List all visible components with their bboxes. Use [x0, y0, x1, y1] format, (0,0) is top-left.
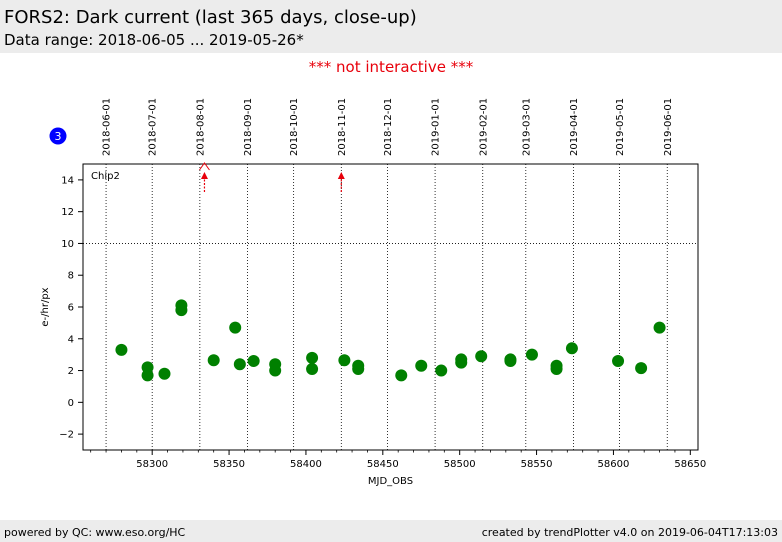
header-bar: FORS2: Dark current (last 365 days, clos… — [0, 0, 782, 53]
x-tick-label: 58350 — [213, 459, 245, 470]
date-marker-label: 2019-04-01 — [569, 98, 580, 156]
out-of-range-arrow — [199, 162, 210, 192]
date-marker-label: 2018-09-01 — [243, 98, 254, 156]
y-tick-label: 12 — [61, 207, 74, 218]
out-of-range-arrow — [337, 172, 345, 192]
data-point — [141, 369, 154, 382]
data-point — [635, 362, 648, 375]
footer-bar: powered by QC: www.eso.org/HC created by… — [0, 520, 782, 542]
data-point — [158, 367, 171, 380]
y-tick-label: 10 — [61, 239, 74, 250]
x-tick-label: 58500 — [444, 459, 476, 470]
data-point — [525, 348, 538, 361]
data-point — [455, 356, 468, 369]
data-point — [435, 364, 448, 377]
x-tick-label: 58400 — [290, 459, 322, 470]
data-point — [653, 321, 666, 334]
data-point — [475, 350, 488, 363]
data-range-subtitle: Data range: 2018-06-05 ... 2019-05-26* — [4, 31, 304, 49]
date-marker-label: 2019-03-01 — [521, 98, 532, 156]
not-interactive-notice: *** not interactive *** — [308, 58, 474, 76]
date-marker-label: 2019-02-01 — [478, 98, 489, 156]
y-tick-label: 8 — [68, 271, 74, 282]
data-point — [269, 364, 282, 377]
data-point — [504, 355, 517, 368]
x-tick-label: 58650 — [674, 459, 706, 470]
data-point — [306, 362, 319, 375]
arrow-caret — [199, 162, 210, 171]
date-marker-label: 2019-01-01 — [431, 98, 442, 156]
y-tick-label: 0 — [68, 398, 74, 409]
data-point — [565, 342, 578, 355]
x-tick-label: 58300 — [136, 459, 168, 470]
y-tick-label: 6 — [68, 303, 74, 314]
footer-powered-by: powered by QC: www.eso.org/HC — [4, 526, 186, 539]
y-tick-label: 14 — [61, 175, 74, 186]
data-point — [175, 304, 188, 317]
data-point — [612, 355, 625, 368]
y-tick-label: −2 — [59, 430, 74, 441]
date-marker-label: 2018-08-01 — [195, 98, 206, 156]
date-marker-label: 2018-10-01 — [289, 98, 300, 156]
x-tick-label: 58450 — [367, 459, 399, 470]
data-point — [352, 362, 365, 375]
date-marker-label: 2018-06-01 — [102, 98, 113, 156]
data-point — [338, 354, 351, 367]
y-tick-label: 2 — [68, 366, 74, 377]
panel-label: Chip2 — [91, 171, 120, 182]
x-tick-label: 58600 — [598, 459, 630, 470]
badge-circle — [49, 127, 67, 145]
y-tick-label: 4 — [68, 334, 74, 345]
data-point — [415, 359, 428, 372]
footer-created-by: created by trendPlotter v4.0 on 2019-06-… — [481, 526, 778, 539]
y-axis-title: e-/hr/px — [40, 287, 51, 326]
date-marker-label: 2018-12-01 — [383, 98, 394, 156]
data-point — [247, 355, 260, 368]
data-point — [306, 351, 319, 364]
date-marker-label: 2019-05-01 — [615, 98, 626, 156]
data-point — [229, 321, 242, 334]
data-point — [115, 343, 128, 356]
data-point — [550, 362, 563, 375]
badge-label: 3 — [55, 130, 62, 143]
page-title: FORS2: Dark current (last 365 days, clos… — [4, 7, 417, 28]
date-marker-label: 2018-11-01 — [337, 98, 348, 156]
plot-frame — [82, 163, 699, 451]
date-marker-label: 2018-07-01 — [148, 98, 159, 156]
data-point — [233, 358, 246, 371]
data-point — [395, 369, 408, 382]
arrow-head — [200, 172, 208, 179]
date-marker-label: 2019-06-01 — [663, 98, 674, 156]
data-point — [207, 354, 220, 367]
arrow-head — [337, 172, 345, 179]
x-tick-label: 58550 — [521, 459, 553, 470]
x-axis-title: MJD_OBS — [368, 476, 413, 487]
